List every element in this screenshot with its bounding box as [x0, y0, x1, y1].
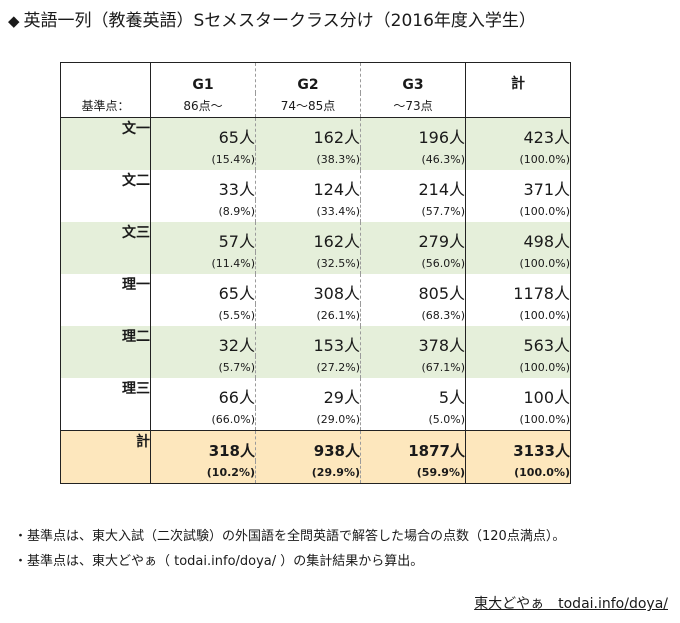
pct-cell: (66.0%)	[150, 408, 256, 431]
total-pct-cell: (59.9%)	[360, 461, 466, 484]
criteria-total	[465, 93, 571, 118]
pct-cell: (27.2%)	[255, 356, 361, 378]
pct-cell: (11.4%)	[150, 252, 256, 274]
table-row: 理二 32人 153人 378人 563人	[60, 326, 571, 378]
count-cell: 498人	[465, 222, 571, 252]
count-cell: 162人	[255, 117, 361, 148]
row-name: 理二	[60, 326, 151, 378]
total-count-cell: 3133人	[465, 430, 571, 461]
note-line: ・基準点は、東大入試（二次試験）の外国語を全問英語で解答した場合の点数（120点…	[14, 529, 566, 544]
table-row: 理一 65人 308人 805人 1178人	[61, 274, 571, 304]
notes: ・基準点は、東大入試（二次試験）の外国語を全問英語で解答した場合の点数（120点…	[14, 524, 565, 574]
pct-cell: (100.0%)	[465, 148, 571, 170]
count-cell: 65人	[150, 274, 256, 304]
pct-cell: (100.0%)	[465, 356, 571, 378]
pct-cell: (100.0%)	[465, 200, 571, 222]
pct-cell: (33.4%)	[255, 200, 361, 222]
count-cell: 29人	[255, 378, 361, 408]
count-cell: 153人	[255, 326, 361, 356]
pct-cell: (5.0%)	[360, 408, 466, 431]
count-cell: 124人	[255, 170, 361, 200]
header-row: G1 G2 G3 計	[61, 62, 571, 94]
count-cell: 32人	[150, 326, 256, 356]
count-cell: 423人	[465, 117, 571, 148]
pct-cell: (100.0%)	[465, 304, 571, 326]
header-g3: G3	[360, 62, 466, 93]
pct-cell: (8.9%)	[150, 200, 256, 222]
count-cell: 279人	[360, 222, 466, 252]
total-count-cell: 1877人	[360, 430, 466, 461]
criteria-label: 基準点：	[81, 98, 130, 113]
pct-cell: (29.0%)	[255, 408, 361, 431]
pct-cell: (100.0%)	[465, 408, 571, 431]
count-cell: 66人	[150, 378, 256, 408]
count-cell: 563人	[465, 326, 571, 356]
pct-cell: (5.7%)	[150, 356, 256, 378]
total-pct-cell: (29.9%)	[255, 461, 361, 484]
pct-cell: (46.3%)	[360, 148, 466, 170]
criteria-g2: 74～85点	[255, 93, 361, 118]
count-cell: 65人	[150, 117, 256, 148]
criteria-g3: ～73点	[360, 93, 466, 118]
count-cell: 371人	[465, 170, 571, 200]
count-cell: 378人	[360, 326, 466, 356]
table-row-pct: (66.0%) (29.0%) (5.0%) (100.0%)	[61, 408, 571, 431]
pct-cell: (32.5%)	[255, 252, 361, 274]
pct-cell: (5.5%)	[150, 304, 256, 326]
count-cell: 162人	[255, 222, 361, 252]
table-row-pct: (5.7%) (27.2%) (67.1%) (100.0%)	[61, 356, 571, 378]
page-title: ◆ 英語一列（教養英語）Sセメスタークラス分け（2016年度入学生）	[8, 6, 536, 31]
total-label: 計	[60, 430, 151, 484]
pct-cell: (67.1%)	[360, 356, 466, 378]
count-cell: 57人	[150, 222, 256, 252]
count-cell: 308人	[255, 274, 361, 304]
pct-cell: (100.0%)	[465, 252, 571, 274]
pct-cell: (68.3%)	[360, 304, 466, 326]
class-split-table: G1 G2 G3 計 基準点： 86点～ 74～85点 ～73点 文一 65人 …	[60, 62, 571, 484]
total-pct-cell: (100.0%)	[465, 461, 571, 484]
count-cell: 100人	[465, 378, 571, 408]
pct-cell: (38.3%)	[255, 148, 361, 170]
table-row: 文三 57人 162人 279人 498人	[60, 222, 571, 274]
header-g1: G1	[150, 62, 256, 93]
total-row: 計 318人 938人 1877人 3133人	[60, 430, 571, 484]
table-row: 文二 33人 124人 214人 371人	[61, 170, 571, 200]
row-name: 理三	[122, 381, 150, 397]
table-row-pct: (11.4%) (32.5%) (56.0%) (100.0%)	[61, 252, 571, 274]
pct-cell: (26.1%)	[255, 304, 361, 326]
table-row-pct: (8.9%) (33.4%) (57.7%) (100.0%)	[61, 200, 571, 222]
table-row-pct: (15.4%) (38.3%) (46.3%) (100.0%)	[61, 148, 571, 170]
header-g2: G2	[255, 62, 361, 93]
pct-cell: (15.4%)	[150, 148, 256, 170]
total-count-cell: 318人	[150, 430, 256, 461]
source-credit-link[interactable]: 東大どやぁ todai.info/doya/	[474, 596, 668, 612]
page-title-text: 英語一列（教養英語）Sセメスタークラス分け（2016年度入学生）	[23, 11, 536, 31]
row-name: 文三	[60, 222, 151, 274]
row-name: 理一	[122, 277, 150, 293]
table-row: 文一 65人 162人 196人 423人	[60, 117, 571, 170]
criteria-row: 基準点： 86点～ 74～85点 ～73点	[61, 93, 571, 118]
header-total: 計	[465, 62, 571, 93]
note-line: ・基準点は、東大どやぁ（ todai.info/doya/ ）の集計結果から算出…	[14, 554, 424, 569]
row-name: 文一	[60, 117, 151, 170]
pct-cell: (57.7%)	[360, 200, 466, 222]
row-name: 文二	[122, 173, 150, 189]
diamond-icon: ◆	[8, 12, 20, 30]
total-row-pct: (10.2%) (29.9%) (59.9%) (100.0%)	[61, 461, 571, 484]
count-cell: 5人	[360, 378, 466, 408]
criteria-g1: 86点～	[150, 93, 256, 118]
pct-cell: (56.0%)	[360, 252, 466, 274]
count-cell: 805人	[360, 274, 466, 304]
table-row: 理三 66人 29人 5人 100人	[61, 378, 571, 408]
total-pct-cell: (10.2%)	[150, 461, 256, 484]
header-corner	[61, 63, 151, 94]
count-cell: 196人	[360, 117, 466, 148]
total-count-cell: 938人	[255, 430, 361, 461]
count-cell: 1178人	[465, 274, 571, 304]
count-cell: 214人	[360, 170, 466, 200]
table-row-pct: (5.5%) (26.1%) (68.3%) (100.0%)	[61, 304, 571, 326]
count-cell: 33人	[150, 170, 256, 200]
